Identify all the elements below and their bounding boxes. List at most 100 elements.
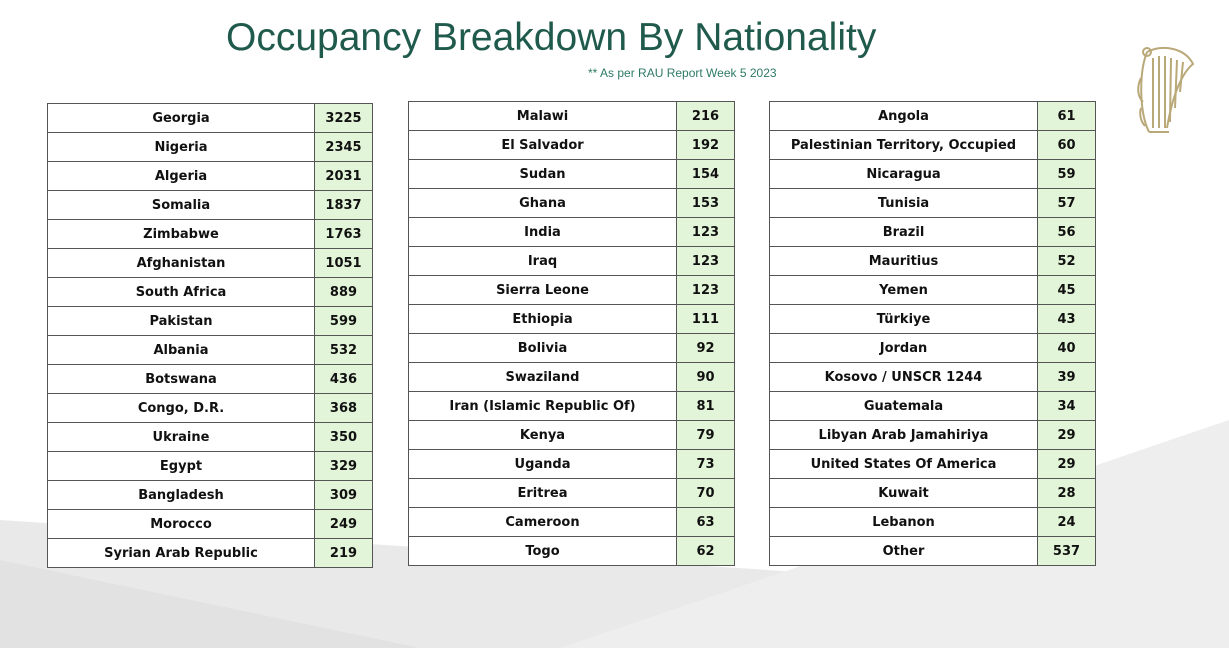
- table-row: Kenya 79: [408, 420, 735, 450]
- occupancy-count-cell: 63: [676, 507, 735, 537]
- country-name-cell: Congo, D.R.: [47, 393, 315, 423]
- occupancy-count-cell: 368: [314, 393, 373, 423]
- occupancy-count-cell: 350: [314, 422, 373, 452]
- occupancy-count-cell: 309: [314, 480, 373, 510]
- occupancy-count-cell: 40: [1037, 333, 1096, 363]
- table-row: Sierra Leone 123: [408, 275, 735, 305]
- table-row: Afghanistan 1051: [47, 248, 373, 278]
- country-name-cell: Nicaragua: [769, 159, 1038, 189]
- occupancy-count-cell: 154: [676, 159, 735, 189]
- occupancy-count-cell: 70: [676, 478, 735, 508]
- table-row: Malawi 216: [408, 101, 735, 131]
- country-name-cell: Mauritius: [769, 246, 1038, 276]
- table-row: Somalia 1837: [47, 190, 373, 220]
- country-name-cell: Kosovo / UNSCR 1244: [769, 362, 1038, 392]
- country-name-cell: Libyan Arab Jamahiriya: [769, 420, 1038, 450]
- table-row: India 123: [408, 217, 735, 247]
- occupancy-count-cell: 123: [676, 246, 735, 276]
- table-row: Bangladesh 309: [47, 480, 373, 510]
- country-name-cell: Brazil: [769, 217, 1038, 247]
- nationality-table-3: Angola 61 Palestinian Territory, Occupied 6…: [769, 101, 1096, 566]
- table-row: South Africa 889: [47, 277, 373, 307]
- country-name-cell: Ethiopia: [408, 304, 677, 334]
- table-row: Palestinian Territory, Occupied 60: [769, 130, 1096, 160]
- occupancy-count-cell: 111: [676, 304, 735, 334]
- page-title: Occupancy Breakdown By Nationality: [226, 16, 877, 59]
- country-name-cell: Albania: [47, 335, 315, 365]
- country-name-cell: South Africa: [47, 277, 315, 307]
- table-row: Zimbabwe 1763: [47, 219, 373, 249]
- table-row: Congo, D.R. 368: [47, 393, 373, 423]
- country-name-cell: Other: [769, 536, 1038, 566]
- country-name-cell: Somalia: [47, 190, 315, 220]
- occupancy-count-cell: 79: [676, 420, 735, 450]
- country-name-cell: Botswana: [47, 364, 315, 394]
- table-row: Ukraine 350: [47, 422, 373, 452]
- country-name-cell: Kuwait: [769, 478, 1038, 508]
- country-name-cell: Nigeria: [47, 132, 315, 162]
- occupancy-count-cell: 436: [314, 364, 373, 394]
- occupancy-count-cell: 216: [676, 101, 735, 131]
- country-name-cell: Ukraine: [47, 422, 315, 452]
- table-row: Algeria 2031: [47, 161, 373, 191]
- country-name-cell: Uganda: [408, 449, 677, 479]
- country-name-cell: Egypt: [47, 451, 315, 481]
- occupancy-count-cell: 219: [314, 538, 373, 568]
- occupancy-count-cell: 537: [1037, 536, 1096, 566]
- occupancy-count-cell: 34: [1037, 391, 1096, 421]
- table-row: Egypt 329: [47, 451, 373, 481]
- harp-icon: [1137, 47, 1195, 133]
- occupancy-count-cell: 92: [676, 333, 735, 363]
- table-row: El Salvador 192: [408, 130, 735, 160]
- table-row: Iraq 123: [408, 246, 735, 276]
- occupancy-count-cell: 2031: [314, 161, 373, 191]
- table-row: Mauritius 52: [769, 246, 1096, 276]
- country-name-cell: Cameroon: [408, 507, 677, 537]
- country-name-cell: India: [408, 217, 677, 247]
- table-row: Uganda 73: [408, 449, 735, 479]
- country-name-cell: Yemen: [769, 275, 1038, 305]
- page-subtitle: ** As per RAU Report Week 5 2023: [588, 66, 777, 80]
- country-name-cell: Jordan: [769, 333, 1038, 363]
- country-name-cell: Guatemala: [769, 391, 1038, 421]
- occupancy-count-cell: 599: [314, 306, 373, 336]
- country-name-cell: Ghana: [408, 188, 677, 218]
- country-name-cell: El Salvador: [408, 130, 677, 160]
- country-name-cell: Algeria: [47, 161, 315, 191]
- country-name-cell: Eritrea: [408, 478, 677, 508]
- table-row: Togo 62: [408, 536, 735, 566]
- country-name-cell: Sudan: [408, 159, 677, 189]
- occupancy-count-cell: 61: [1037, 101, 1096, 131]
- occupancy-count-cell: 60: [1037, 130, 1096, 160]
- table-row: Morocco 249: [47, 509, 373, 539]
- table-row: Other 537: [769, 536, 1096, 566]
- table-row: Ethiopia 111: [408, 304, 735, 334]
- table-row: Guatemala 34: [769, 391, 1096, 421]
- country-name-cell: Türkiye: [769, 304, 1038, 334]
- country-name-cell: Malawi: [408, 101, 677, 131]
- table-row: Tunisia 57: [769, 188, 1096, 218]
- occupancy-count-cell: 3225: [314, 103, 373, 133]
- occupancy-count-cell: 889: [314, 277, 373, 307]
- occupancy-count-cell: 90: [676, 362, 735, 392]
- occupancy-count-cell: 329: [314, 451, 373, 481]
- occupancy-count-cell: 39: [1037, 362, 1096, 392]
- table-row: Angola 61: [769, 101, 1096, 131]
- country-name-cell: Kenya: [408, 420, 677, 450]
- country-name-cell: Morocco: [47, 509, 315, 539]
- country-name-cell: Syrian Arab Republic: [47, 538, 315, 568]
- table-row: Nigeria 2345: [47, 132, 373, 162]
- table-row: Albania 532: [47, 335, 373, 365]
- occupancy-count-cell: 1763: [314, 219, 373, 249]
- table-row: Kuwait 28: [769, 478, 1096, 508]
- table-row: Botswana 436: [47, 364, 373, 394]
- occupancy-count-cell: 532: [314, 335, 373, 365]
- country-name-cell: Angola: [769, 101, 1038, 131]
- occupancy-count-cell: 52: [1037, 246, 1096, 276]
- occupancy-count-cell: 73: [676, 449, 735, 479]
- nationality-table-2: Malawi 216 El Salvador 192 Sudan 154 Ghana 153 I…: [408, 101, 735, 566]
- occupancy-count-cell: 43: [1037, 304, 1096, 334]
- country-name-cell: Swaziland: [408, 362, 677, 392]
- table-row: Yemen 45: [769, 275, 1096, 305]
- table-row: Georgia 3225: [47, 103, 373, 133]
